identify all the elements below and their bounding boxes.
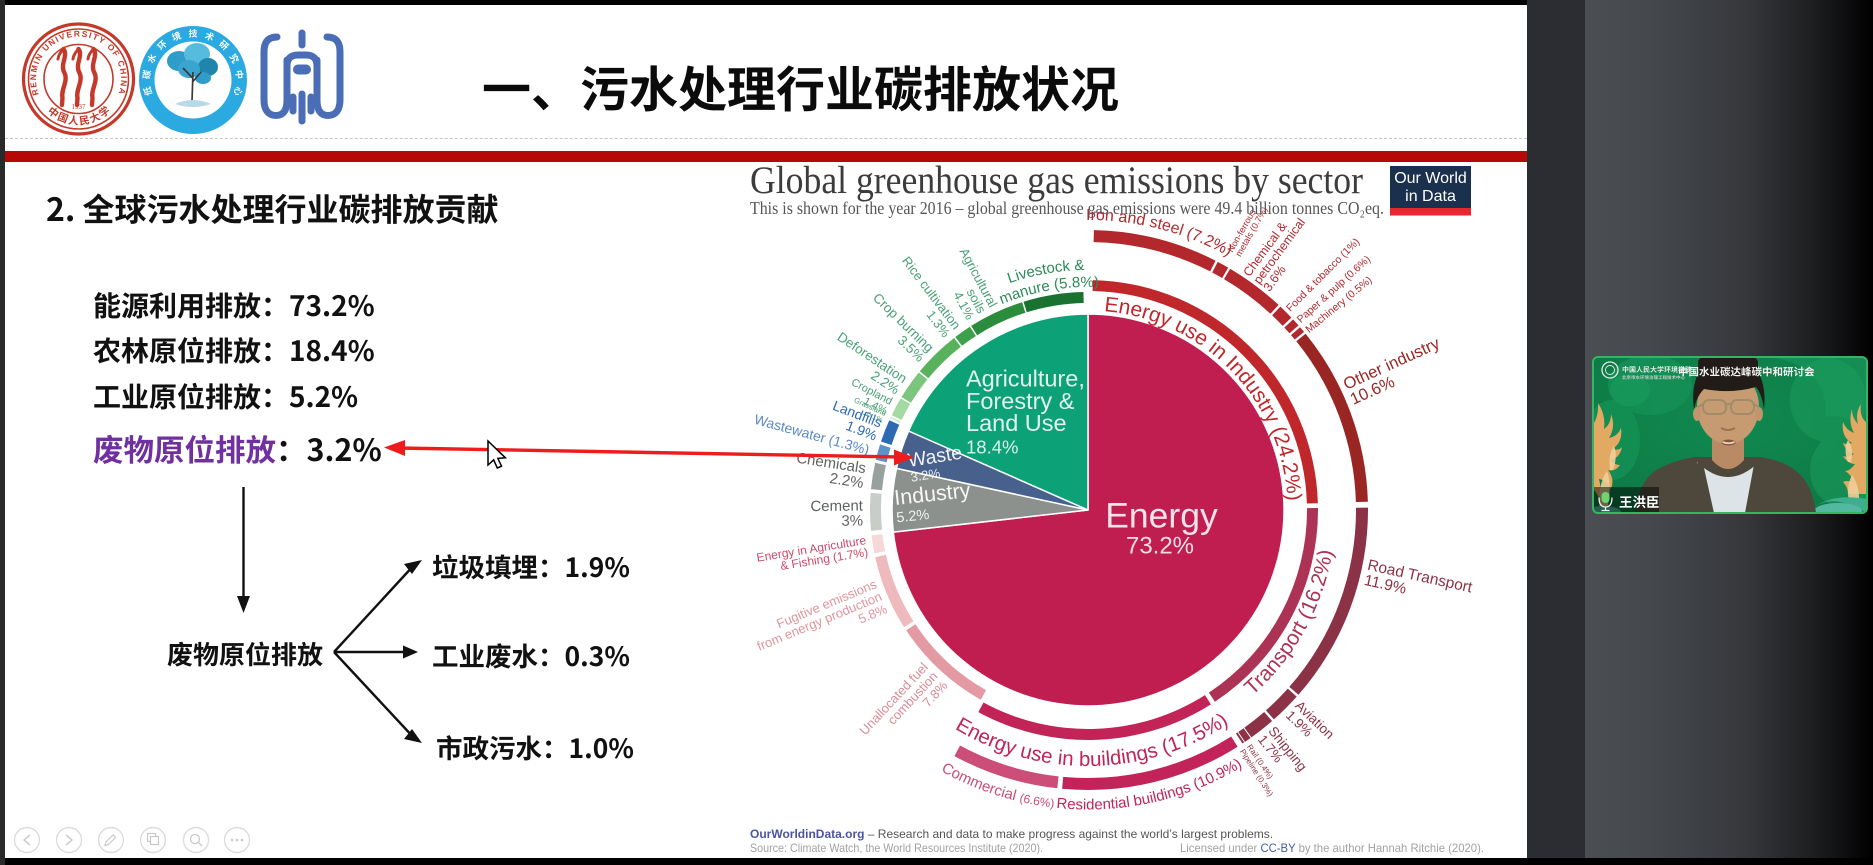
svg-text:OurWorldinData.org – Research: OurWorldinData.org – Research and data t… [750,827,1273,841]
svg-text:2.2%: 2.2% [828,470,864,492]
svg-text:Source: Climate Watch, the Wor: Source: Climate Watch, the World Resourc… [750,841,1043,855]
svg-text:Global greenhouse gas emission: Global greenhouse gas emissions by secto… [750,159,1363,202]
svg-text:Agriculture,: Agriculture, [966,366,1085,392]
svg-text:3%: 3% [841,513,863,530]
svg-text:3.2%: 3.2% [909,465,941,485]
svg-text:1937: 1937 [72,103,87,111]
svg-text:in Data: in Data [1405,188,1456,205]
svg-text:73.2%: 73.2% [1126,533,1194,560]
svg-text:Our World: Our World [1394,170,1467,187]
svg-text:Land Use: Land Use [966,410,1067,436]
svg-text:Energy: Energy [1105,496,1218,536]
svg-text:Cement: Cement [810,497,864,515]
svg-text:18.4%: 18.4% [966,437,1018,458]
svg-text:Licensed under CC-BY by the au: Licensed under CC-BY by the author Hanna… [1180,841,1484,855]
svg-text:5.2%: 5.2% [896,507,931,526]
svg-text:Forestry &: Forestry & [966,388,1075,414]
svg-text:This is shown for the year 201: This is shown for the year 2016 – global… [750,198,1384,218]
